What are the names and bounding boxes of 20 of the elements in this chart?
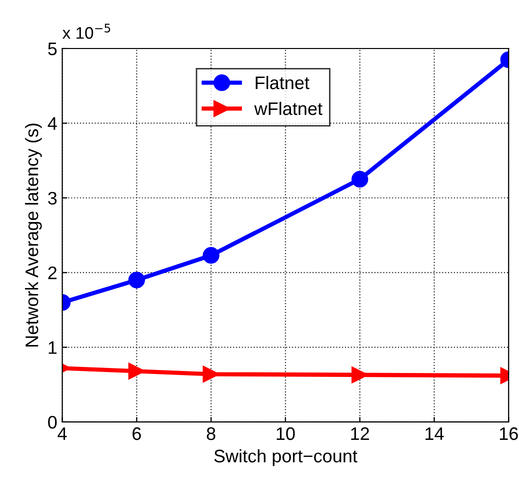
legend-label: Flatnet	[256, 76, 310, 90]
x-tick-label: 4	[58, 427, 67, 440]
text: x 10$^{−5}$	[62, 24, 110, 39]
y-tick-label: 0	[48, 416, 57, 429]
x-tick-label: 10	[276, 427, 295, 440]
x-tick-label: 14	[426, 427, 444, 440]
y-tick-label: 5	[48, 42, 57, 56]
legend-label: wFlatnet	[254, 102, 322, 116]
point	[202, 247, 220, 264]
y-tick-label: 3	[48, 192, 57, 205]
x-tick-label: 12	[351, 427, 369, 440]
x-tick-label: 8	[206, 427, 216, 440]
y-axis-title: Network Average latency (s)	[24, 124, 42, 346]
x-tick-label: 6	[132, 427, 141, 440]
y-tick-label: 1	[48, 341, 57, 354]
y-tick-label: 4	[48, 117, 57, 130]
point	[128, 272, 146, 288]
x-axis-title: Switch port−count	[214, 449, 358, 466]
y-tick-label: 2	[48, 266, 57, 280]
x-tick-label: 16	[500, 427, 518, 440]
